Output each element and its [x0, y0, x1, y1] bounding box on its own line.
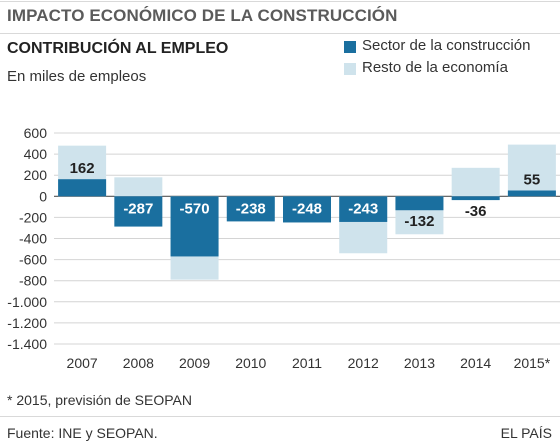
bar-construction — [507, 190, 556, 197]
legend-swatch-construction — [344, 41, 356, 53]
source-note: Fuente: INE y SEOPAN. — [7, 425, 158, 441]
x-tick-label: 2014 — [460, 355, 491, 371]
y-tick-label: -800 — [19, 273, 47, 289]
y-tick-label: 0 — [39, 188, 47, 204]
header-title: IMPACTO ECONÓMICO DE LA CONSTRUCCIÓN — [7, 6, 398, 25]
bar-value-label: 162 — [70, 160, 95, 177]
x-tick-label: 2015* — [514, 355, 551, 371]
bar-construction — [170, 196, 219, 257]
x-tick-label: 2011 — [292, 355, 322, 371]
bar-value-label: -243 — [348, 200, 378, 217]
units-note: En miles de empleos — [7, 68, 147, 85]
y-tick-label: 400 — [24, 146, 48, 162]
header-top-rule — [0, 1, 560, 2]
brand-label: EL PAÍS — [500, 425, 552, 441]
y-tick-label: -400 — [19, 231, 47, 247]
bar-construction — [226, 196, 275, 222]
bar-construction — [114, 196, 163, 227]
y-tick-label: 600 — [24, 125, 48, 141]
x-tick-label: 2010 — [235, 355, 266, 371]
y-tick-label: -1.000 — [7, 294, 47, 310]
header-divider — [0, 33, 560, 34]
bar-construction — [339, 196, 388, 222]
x-tick-label: 2008 — [123, 355, 154, 371]
legend-label-rest: Resto de la economía — [362, 59, 508, 76]
footer-divider — [0, 416, 560, 417]
bar-value-label: 55 — [524, 171, 541, 188]
x-tick-label: 2009 — [179, 355, 210, 371]
legend-label-construction: Sector de la construcción — [362, 37, 531, 54]
y-tick-label: -1.200 — [7, 315, 47, 331]
bar-construction — [451, 196, 500, 201]
chart-subtitle: CONTRIBUCIÓN AL EMPLEO — [7, 40, 229, 57]
bar-value-label: -287 — [123, 200, 153, 217]
bar-value-label: -36 — [465, 203, 487, 220]
bar-construction — [58, 179, 107, 197]
bar-value-label: -570 — [180, 200, 210, 217]
x-tick-label: 2012 — [348, 355, 379, 371]
x-tick-label: 2013 — [404, 355, 435, 371]
legend-swatch-rest — [344, 63, 356, 75]
bar-construction — [395, 196, 444, 211]
y-tick-label: -200 — [19, 209, 47, 225]
bar-value-label: -132 — [404, 213, 434, 230]
bar-value-label: -248 — [292, 200, 322, 217]
x-tick-label: 2007 — [67, 355, 98, 371]
bar-value-label: -238 — [236, 200, 266, 217]
y-tick-label: 200 — [24, 167, 48, 183]
bar-rest — [451, 167, 500, 197]
bar-rest — [114, 177, 163, 197]
y-tick-label: -1.400 — [7, 336, 47, 352]
bar-construction — [283, 196, 331, 223]
bar-rest — [507, 144, 556, 197]
y-tick-label: -600 — [19, 252, 47, 268]
footnote: * 2015, previsión de SEOPAN — [7, 392, 192, 408]
